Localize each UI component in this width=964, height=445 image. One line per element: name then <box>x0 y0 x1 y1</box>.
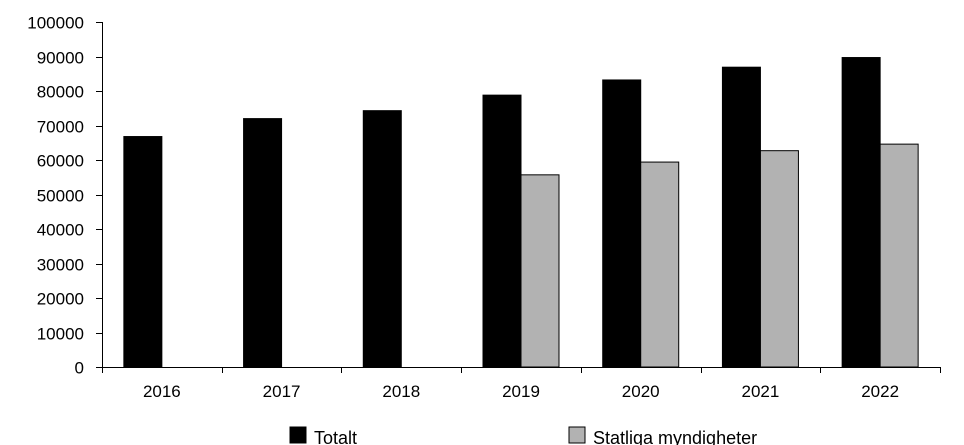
legend-label: Statliga myndigheter <box>593 428 757 445</box>
x-tick-label: 2017 <box>263 382 301 401</box>
legend-swatch <box>289 426 307 444</box>
legend-swatch <box>568 426 586 444</box>
y-tick-label: 100000 <box>27 14 84 33</box>
y-tick-label: 10000 <box>37 325 84 344</box>
x-tick-label: 2018 <box>382 382 420 401</box>
x-tick-label: 2016 <box>143 382 181 401</box>
bar-statliga-myndigheter <box>879 143 919 368</box>
y-tick-label: 60000 <box>37 152 84 171</box>
y-tick-label: 30000 <box>37 256 84 275</box>
legend: Totalt Statliga myndigheter <box>289 426 757 445</box>
bar-statliga-myndigheter <box>520 174 560 368</box>
x-axis-ticks: 2016 2017 2018 2019 2020 2021 2022 <box>102 367 941 401</box>
x-tick-label: 2021 <box>742 382 780 401</box>
bar-totalt <box>841 57 881 368</box>
y-tick-label: 90000 <box>37 49 84 68</box>
bar-totalt <box>482 94 522 368</box>
bar-totalt <box>243 118 283 368</box>
bar-totalt <box>721 66 761 368</box>
y-tick-label: 0 <box>75 359 84 378</box>
y-tick-label: 80000 <box>37 83 84 102</box>
y-tick-label: 70000 <box>37 118 84 137</box>
bar-totalt <box>123 136 163 368</box>
legend-label: Totalt <box>314 428 357 445</box>
bar-totalt <box>362 110 402 368</box>
x-tick-label: 2020 <box>622 382 660 401</box>
y-tick-label: 20000 <box>37 290 84 309</box>
x-tick-label: 2022 <box>861 382 899 401</box>
x-tick-label: 2019 <box>502 382 540 401</box>
y-axis-ticks: 0 10000 20000 30000 40000 50000 60000 70000 8000… <box>27 14 102 378</box>
bar-statliga-myndigheter <box>759 150 799 368</box>
y-tick-label: 50000 <box>37 187 84 206</box>
bars <box>123 57 919 368</box>
y-tick-label: 40000 <box>37 221 84 240</box>
bar-statliga-myndigheter <box>640 161 680 368</box>
bar-totalt <box>602 79 642 368</box>
